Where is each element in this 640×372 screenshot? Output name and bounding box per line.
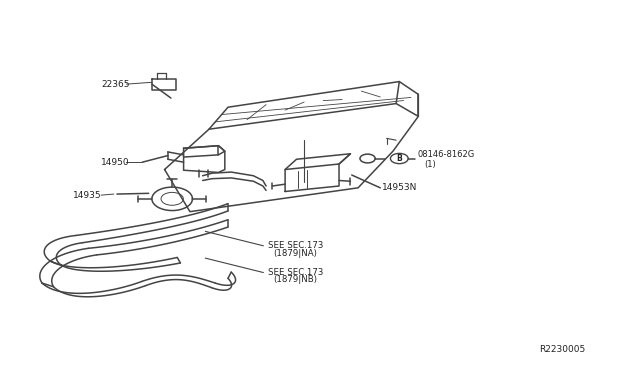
Text: R2230005: R2230005 [539,344,585,353]
Text: 14935: 14935 [72,191,101,200]
Text: (1879|NA): (1879|NA) [274,248,317,257]
Text: (1879|NB): (1879|NB) [274,275,317,284]
Text: (1): (1) [424,160,436,169]
Text: 14953N: 14953N [382,183,417,192]
Text: 22365: 22365 [101,80,130,89]
Text: SEE SEC.173: SEE SEC.173 [268,267,323,277]
Text: B: B [396,154,402,163]
Text: 08146-8162G: 08146-8162G [417,150,474,158]
Text: 14950: 14950 [101,158,130,167]
Text: SEE SEC.173: SEE SEC.173 [268,241,323,250]
